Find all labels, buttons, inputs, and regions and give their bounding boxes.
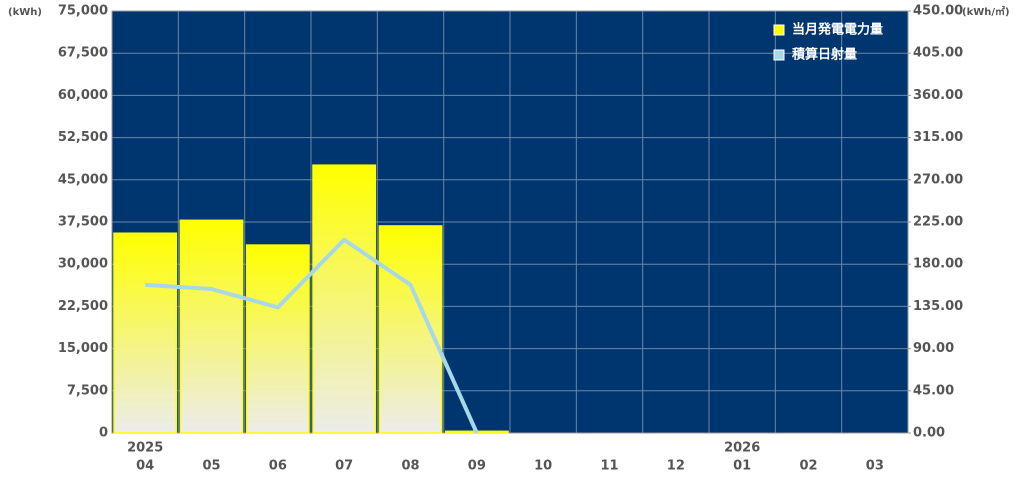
y-tick-label: 7,500: [67, 383, 108, 398]
y-tick-label: 30,000: [58, 257, 108, 272]
y-tick-label: 22,500: [58, 299, 108, 314]
x-tick-label: 02: [799, 459, 817, 474]
x-tick-label: 10: [534, 459, 552, 474]
y2-tick-label: 0.00: [913, 426, 945, 441]
bar: [312, 164, 377, 434]
x-year-label: 2025: [127, 441, 163, 456]
x-tick-label: 07: [335, 459, 353, 474]
y-tick-label: 0: [99, 426, 108, 441]
y2-tick-label: 315.00: [913, 130, 963, 145]
y2-tick-label: 180.00: [913, 257, 963, 272]
x-tick-label: 01: [733, 459, 751, 474]
y-tick-label: 52,500: [58, 130, 108, 145]
bar: [113, 232, 178, 434]
y2-tick-label: 405.00: [913, 46, 963, 61]
line: [145, 237, 479, 434]
y2-tick-label: 135.00: [913, 299, 963, 314]
y2-tick-label: 270.00: [913, 172, 963, 187]
plot-border: [111, 10, 909, 434]
x-tick-label: 09: [468, 459, 486, 474]
y2-tick-label: 225.00: [913, 215, 963, 230]
x-tick-label: 05: [202, 459, 220, 474]
legend-swatch: [773, 49, 785, 61]
y2-tick-label: 450.00: [913, 4, 963, 19]
x-year-label: 2026: [724, 441, 760, 456]
bar: [179, 219, 244, 434]
y-tick-label: 45,000: [58, 172, 108, 187]
legend-text: 当月発電電力量: [792, 22, 883, 38]
legend-text: 積算日射量: [791, 47, 857, 63]
x-tick-label: 03: [866, 459, 884, 474]
y-tick-label: 60,000: [58, 88, 108, 103]
x-tick-label: 12: [667, 459, 685, 474]
x-tick-label: 08: [401, 459, 419, 474]
y2-unit: (kWh/㎡): [962, 5, 1010, 18]
legend-swatch: [773, 24, 785, 36]
y2-tick-label: 360.00: [913, 88, 963, 103]
x-tick-label: 04: [136, 459, 154, 474]
y2-tick-label: 90.00: [913, 341, 954, 356]
x-tick-label: 11: [600, 459, 618, 474]
y-tick-label: 15,000: [58, 341, 108, 356]
x-tick-label: 06: [269, 459, 287, 474]
bar: [245, 244, 310, 434]
y-tick-label: 37,500: [58, 215, 108, 230]
y2-tick-label: 45.00: [913, 383, 954, 398]
y-unit: (kWh): [8, 7, 42, 18]
y-tick-label: 67,500: [58, 46, 108, 61]
y-tick-label: 75,000: [58, 4, 108, 19]
